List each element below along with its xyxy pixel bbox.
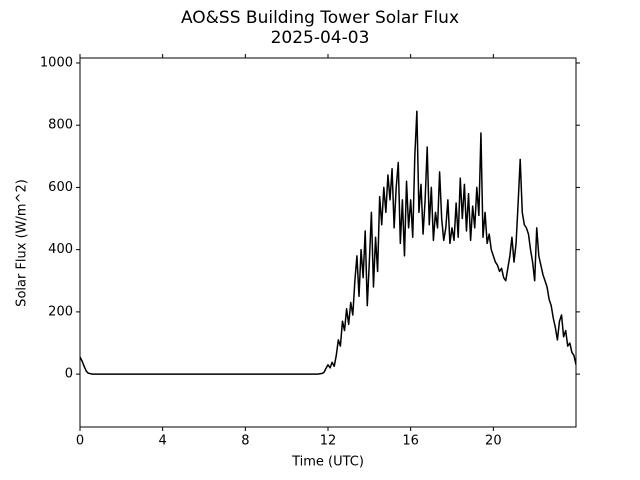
x-tick-label: 0 (76, 434, 84, 449)
x-axis-label: Time (UTC) (291, 455, 364, 470)
plot-frame (79, 57, 577, 428)
chart-title: AO&SS Building Tower Solar Flux (181, 8, 459, 28)
x-tick-label: 4 (159, 434, 167, 449)
x-tick-label: 8 (241, 434, 249, 449)
data-line (80, 110, 576, 375)
y-tick-label: 0 (65, 367, 73, 382)
chart-subtitle: 2025-04-03 (271, 28, 370, 48)
y-tick-label: 1000 (40, 55, 73, 70)
x-tick-label: 20 (485, 434, 502, 449)
y-tick-label: 200 (48, 304, 73, 319)
y-axis-label: Solar Flux (W/m^2) (15, 179, 30, 307)
y-tick-label: 600 (48, 180, 73, 195)
y-tick-label: 800 (48, 118, 73, 133)
x-tick-label: 16 (402, 434, 419, 449)
x-tick-label: 12 (320, 434, 337, 449)
y-tick-label: 400 (48, 242, 73, 257)
